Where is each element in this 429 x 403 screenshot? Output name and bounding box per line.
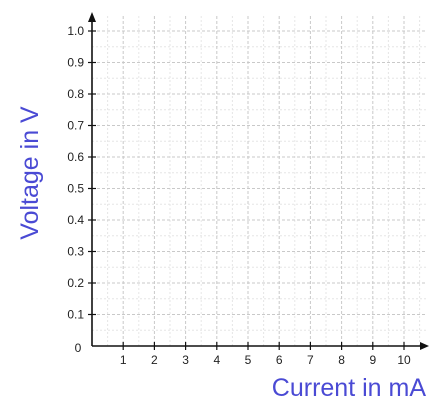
x-tick-label: 3 [182,353,189,367]
y-tick-label: 0.6 [67,150,84,164]
x-tick-label: 6 [276,353,283,367]
x-tick-label: 4 [213,353,220,367]
x-tick-label: 7 [307,353,314,367]
x-tick-label: 9 [369,353,376,367]
y-axis-arrow [88,12,96,22]
ticks [88,30,405,350]
y-tick-label: 0.9 [67,56,84,70]
y-tick-label: 0.5 [67,182,84,196]
y-tick-label: 0.4 [67,213,84,227]
y-tick-label: 0.3 [67,245,84,259]
x-tick-label: 10 [397,353,411,367]
major-grid [92,16,426,346]
axes [88,12,429,350]
x-axis-arrow [420,342,429,350]
tick-labels: 1 2 3 4 5 6 7 8 9 10 0.1 0.2 0.3 0.4 0.5 0.6 0.7 0.8 0.9 1.… [67,24,411,367]
x-tick-label: 2 [151,353,158,367]
x-tick-label: 8 [338,353,345,367]
y-tick-label: 0.7 [67,119,84,133]
y-tick-label: 1.0 [67,24,84,38]
y-axis-title: Voltage in V [16,106,44,240]
minor-grid [92,16,426,346]
x-tick-label: 5 [245,353,252,367]
y-tick-label: 0.2 [67,276,84,290]
y-tick-label: 0.1 [67,308,84,322]
y-tick-label: 0.8 [67,87,84,101]
x-tick-label: 1 [120,353,127,367]
origin-label: 0 [75,341,82,355]
x-axis-title: Current in mA [272,374,427,402]
